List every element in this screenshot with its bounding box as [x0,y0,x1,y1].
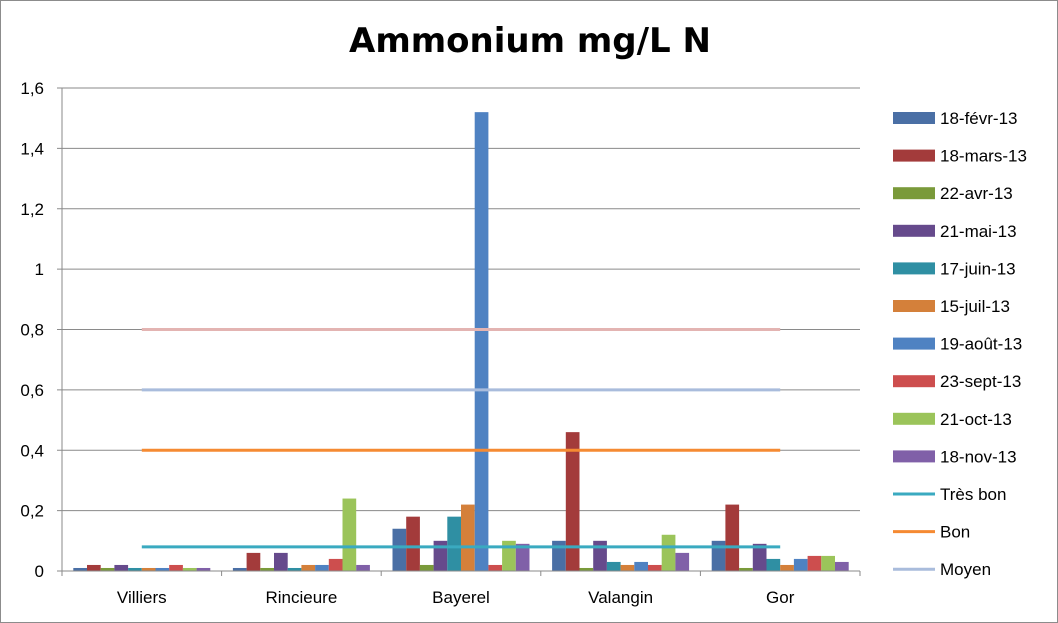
x-tick-label: Bayerel [432,588,490,607]
bar [606,561,621,571]
bar [821,555,835,571]
bar [169,564,183,571]
legend-label: 21-oct-13 [940,410,1012,429]
bar [675,552,690,571]
bar [579,567,594,571]
bar [711,540,726,571]
bar [565,432,580,571]
bar [447,516,461,571]
legend: 18-févr-13 18-mars-13 22-avr-13 21-mai-13 17… [893,109,1027,579]
y-tick-label: 1,2 [20,200,44,219]
legend-label: 19-août-13 [940,335,1022,354]
bar [287,567,302,571]
x-tick-label: Rincieure [265,588,337,607]
bar [648,564,662,571]
bar [328,558,343,571]
bar [752,543,767,571]
bar [474,112,489,572]
legend-label: 18-mars-13 [940,147,1027,166]
bar [100,567,115,571]
y-tick-label: 0,4 [20,441,44,460]
bar [87,564,101,571]
bar [433,540,448,571]
bar [766,558,781,571]
legend-label: 15-juil-13 [940,297,1010,316]
legend-label: 21-mai-13 [940,222,1017,241]
y-axis-ticks: 0 0,2 0,4 0,6 0,8 1 1,2 1,4 1,6 [20,79,44,581]
bar [552,540,566,571]
bar [182,567,197,571]
legend-swatch [893,337,935,350]
bar [835,561,849,571]
x-tick-label: Valangin [588,588,653,607]
y-tick-label: 1 [35,260,44,279]
y-tick-label: 0,8 [20,321,44,340]
y-tick-label: 0,2 [20,502,44,521]
y-tick-label: 0 [35,562,44,581]
gridlines [62,87,860,512]
bar [342,498,357,571]
bar [301,564,316,571]
legend-label: 18-nov-13 [940,447,1017,466]
y-tick-label: 1,4 [20,139,44,158]
legend-swatch [893,112,935,124]
legend-label: 17-juin-13 [940,259,1016,278]
legend-swatch [893,149,935,162]
bar [793,558,808,571]
bar [406,516,420,571]
axes [57,87,861,576]
legend-swatch [893,224,935,237]
bar [461,504,475,571]
bar [73,567,87,571]
bar [141,567,156,571]
bar [260,567,274,571]
y-tick-label: 0,6 [20,381,44,400]
bar [196,567,211,571]
legend-label: 22-avr-13 [940,184,1013,203]
bar [488,564,503,571]
bar [356,564,370,571]
bar [634,561,648,571]
x-tick-label: Villiers [117,588,167,607]
chart-title: Ammonium mg/L N [349,21,711,61]
bar [128,567,142,571]
legend-swatch [893,412,935,425]
bar [392,528,407,571]
bar [114,564,129,571]
legend-swatch [893,375,935,388]
bar [274,552,288,571]
bar [232,567,247,571]
legend-swatch [893,300,935,312]
bar [739,567,753,571]
legend-label: Bon [940,523,970,542]
legend-swatch [893,262,935,275]
bar [155,567,170,571]
bars [73,112,849,572]
legend-label: 23-sept-13 [940,372,1021,391]
bar [725,504,740,571]
bar [661,534,676,571]
threshold-lines [141,328,781,549]
bar [502,540,516,571]
bar [593,540,607,571]
bar [246,552,261,571]
x-axis-ticks: Villiers Rincieure Bayerel Valangin Gor [117,588,795,607]
bar [315,564,329,571]
bar [419,564,434,571]
legend-swatch [893,450,935,463]
legend-swatch [893,187,935,200]
y-tick-label: 1,6 [20,79,44,98]
bar [807,555,822,571]
bar [620,564,635,571]
legend-label: Très bon [940,485,1006,504]
x-tick-label: Gor [766,588,795,607]
legend-label: 18-févr-13 [940,109,1017,128]
bar [780,564,794,571]
bar [515,543,530,571]
legend-label: Moyen [940,560,991,579]
